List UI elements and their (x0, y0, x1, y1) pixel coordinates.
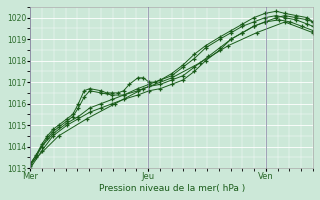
X-axis label: Pression niveau de la mer( hPa ): Pression niveau de la mer( hPa ) (99, 184, 245, 193)
